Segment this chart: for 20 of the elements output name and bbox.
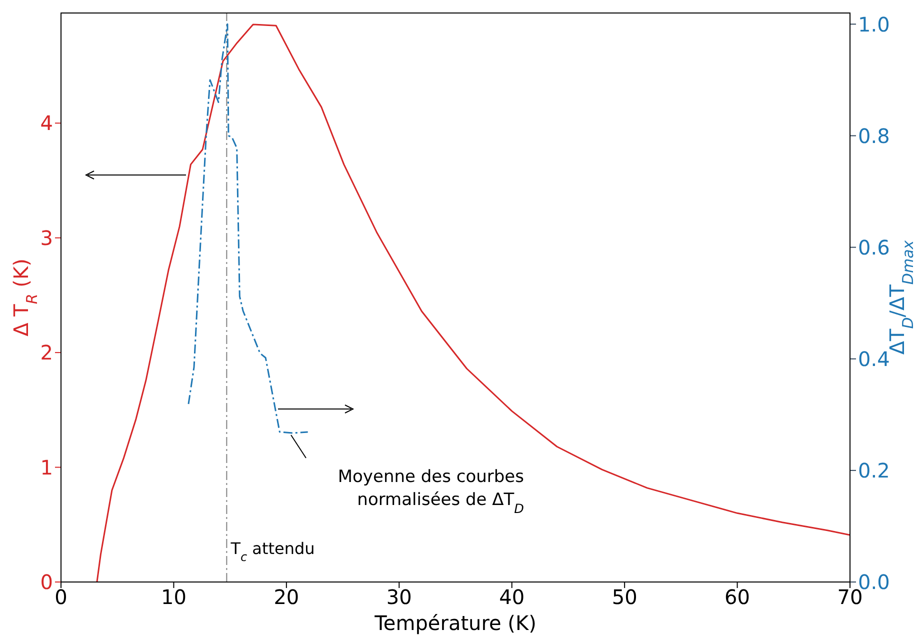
y2-tick-label: 0.8 — [858, 124, 890, 148]
y-tick-label: 0 — [40, 570, 53, 594]
ref-line-label: T$_{c}$ attendu — [230, 539, 315, 564]
y-tick-label: 1 — [40, 455, 53, 480]
line-series — [96, 24, 850, 582]
x-axis-title: Température (K) — [374, 611, 536, 635]
annotation: Moyenne des courbes normalisées de ΔT$_{D}$ — [338, 467, 524, 516]
x-tick-label: 40 — [499, 585, 525, 610]
x-tick-label: 10 — [160, 585, 186, 610]
x-tick-label: 20 — [274, 585, 300, 610]
x-tick-label: 30 — [386, 585, 412, 610]
line-series — [188, 23, 309, 434]
y-tick-label: 4 — [40, 111, 53, 136]
y2-tick-label: 0.4 — [858, 346, 890, 371]
y-tick-label: 2 — [40, 340, 53, 365]
y2-tick-label: 0.2 — [858, 458, 890, 483]
y2-tick-label: 1.0 — [858, 12, 890, 36]
x-tick-label: 60 — [724, 585, 750, 610]
y-tick-label: 3 — [40, 226, 53, 250]
x-tick-label: 50 — [612, 585, 638, 610]
